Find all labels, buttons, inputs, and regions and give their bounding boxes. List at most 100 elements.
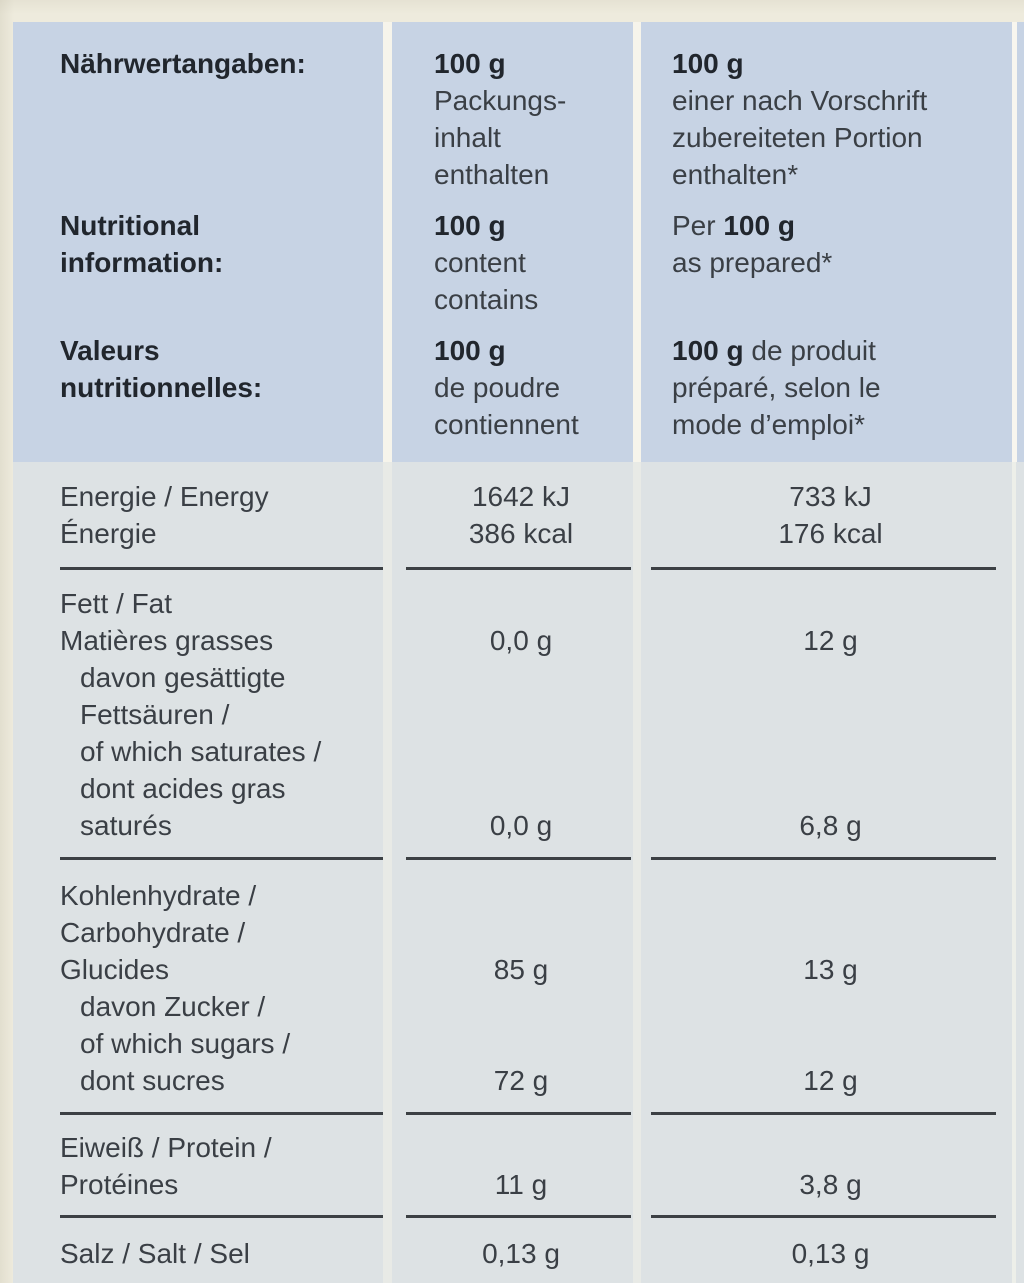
per-100g-prepared-value-cell: 13 g 12 g: [641, 877, 1012, 1115]
nutrient-label-line: Matières grasses: [60, 625, 274, 656]
nutrient-label-line: dont acides gras: [80, 773, 286, 804]
nutrient-label-cell: Kohlenhydrate / Carbohydrate / Glucides dav…: [13, 877, 392, 1115]
header-label-line: Nutritional: [60, 210, 200, 241]
header-column-line: 100 g: [672, 48, 744, 79]
value-line: [401, 585, 641, 622]
value-line: [649, 659, 1012, 696]
value-line: 0,0 g: [489, 810, 553, 841]
table-header: Nährwertangaben: 100 g Packungs-inhalt enth…: [13, 22, 1024, 462]
value-line: [401, 770, 641, 807]
value-line: [649, 585, 1012, 622]
nutrition-table: Nährwertangaben: 100 g Packungs-inhalt enth…: [13, 22, 1024, 1283]
value-line: [401, 696, 641, 733]
header-label-cell: Valeurs nutritionnelles:: [13, 332, 392, 443]
header-per-100g-prepared-cell: Per 100 g as prepared*: [641, 207, 1012, 318]
nutrient-label-line: of which sugars /: [80, 1028, 291, 1059]
nutrient-label-cell: Energie / Energy Énergie: [13, 478, 392, 570]
value-line: 3,8 g: [799, 1169, 862, 1200]
header-label-line: information:: [60, 247, 224, 278]
nutrient-label-line: davon Zucker /: [80, 991, 266, 1022]
nutrient-label-line: Carbohydrate /: [60, 917, 246, 948]
value-line: 0,13 g: [791, 1238, 870, 1269]
nutrient-label-line: Protéines: [60, 1169, 179, 1200]
per-100g-powder-value-cell: 0,13 g: [392, 1235, 641, 1283]
value-line: [649, 1129, 1012, 1166]
value-line: 13 g: [803, 954, 858, 985]
header-column-line: content: [434, 247, 526, 278]
header-column-line: zubereiteten Portion: [672, 122, 923, 153]
value-line: [401, 877, 641, 914]
nutrient-label-cell: Fett / Fat Matières grasses davon gesättig…: [13, 585, 392, 860]
value-line: [649, 914, 1012, 951]
header-column-line: Per 100 g: [672, 210, 795, 241]
header-column-line: contiennent: [434, 409, 579, 440]
header-label-line: nutritionnelles:: [60, 372, 263, 403]
value-line: 733 kJ: [789, 481, 872, 512]
per-100g-prepared-value-cell: 3,8 g: [641, 1129, 1012, 1218]
nutrient-label-cell: Salz / Salt / Sel: [13, 1235, 392, 1283]
header-per-100g-powder-cell: 100 g content contains: [392, 207, 641, 318]
value-line: [649, 877, 1012, 914]
nutrient-row-carbohydrate: Kohlenhydrate / Carbohydrate / Glucides dav…: [13, 860, 1024, 1115]
value-line: 72 g: [493, 1065, 549, 1096]
nutrient-label-line: Salz / Salt / Sel: [60, 1238, 250, 1269]
per-100g-powder-value-cell: 85 g 72 g: [392, 877, 641, 1115]
nutrient-row-salt: Salz / Salt / Sel 0,13 g 0,13 g: [13, 1218, 1024, 1283]
nutrient-label-line: davon gesättigte: [80, 662, 286, 693]
value-line: [649, 733, 1012, 770]
value-line: [401, 733, 641, 770]
header-group-2: Nutritional information: 100 g content conta…: [13, 207, 1024, 318]
header-column-line: 100 g: [434, 48, 506, 79]
header-column-line: Packungs-: [434, 85, 567, 116]
nutrient-label-line: Fettsäuren /: [80, 699, 230, 730]
nutrient-label-line: dont sucres: [80, 1065, 225, 1096]
header-column-line: contains: [434, 284, 539, 315]
nutrient-row-energy: Energie / Energy Énergie 1642 kJ 386 kcal 73…: [13, 462, 1024, 570]
per-100g-prepared-value-cell: 733 kJ 176 kcal: [641, 478, 1012, 570]
header-column-line: enthalten: [434, 159, 550, 190]
value-line: [401, 1129, 641, 1166]
value-line: [649, 770, 1012, 807]
nutrient-label-line: Kohlenhydrate /: [60, 880, 257, 911]
value-line: [401, 659, 641, 696]
per-100g-powder-value-cell: 0,0 g 0,0 g: [392, 585, 641, 860]
per-100g-prepared-value-cell: 0,13 g: [641, 1235, 1012, 1283]
header-column-line: préparé, selon le: [672, 372, 881, 403]
nutrient-label-cell: Eiweiß / Protein / Protéines: [13, 1129, 392, 1218]
value-line: [649, 1025, 1012, 1062]
header-column-line: enthalten*: [672, 159, 799, 190]
nutrient-label-line: saturés: [80, 810, 172, 841]
value-line: 386 kcal: [468, 518, 574, 549]
header-label-cell: Nährwertangaben:: [13, 45, 392, 193]
nutrient-label-line: of which saturates /: [80, 736, 322, 767]
nutrient-row-fat: Fett / Fat Matières grasses davon gesättig…: [13, 570, 1024, 860]
header-per-100g-prepared-cell: 100 g de produit préparé, selon le mode d’…: [641, 332, 1012, 443]
value-line: [649, 988, 1012, 1025]
nutrient-label-line: Glucides: [60, 954, 169, 985]
header-per-100g-powder-cell: 100 g de poudre contiennent: [392, 332, 641, 443]
value-line: 12 g: [803, 625, 858, 656]
value-line: [649, 696, 1012, 733]
header-group-1: Nährwertangaben: 100 g Packungs-inhalt enth…: [13, 45, 1024, 193]
per-100g-powder-value-cell: 1642 kJ 386 kcal: [392, 478, 641, 570]
header-column-line: 100 g: [434, 210, 506, 241]
header-column-line: de poudre: [434, 372, 561, 403]
value-line: 12 g: [803, 1065, 858, 1096]
value-line: 0,13 g: [482, 1238, 560, 1269]
header-column-line: 100 g de produit: [672, 335, 876, 366]
header-label-line: Nährwertangaben:: [60, 48, 306, 79]
value-line: 6,8 g: [799, 810, 862, 841]
value-line: [401, 914, 641, 951]
nutrient-label-line: Énergie: [60, 518, 157, 549]
header-per-100g-prepared-cell: 100 g einer nach Vorschrift zubereiteten P…: [641, 45, 1012, 193]
nutrient-label-line: Fett / Fat: [60, 588, 173, 619]
value-line: 85 g: [493, 954, 549, 985]
per-100g-prepared-value-cell: 12 g 6,8 g: [641, 585, 1012, 860]
header-per-100g-powder-cell: 100 g Packungs-inhalt enthalten: [392, 45, 641, 193]
value-line: 0,0 g: [489, 625, 553, 656]
value-line: [401, 1025, 641, 1062]
header-column-line: mode d’emploi*: [672, 409, 865, 440]
header-column-line: as prepared*: [672, 247, 833, 278]
header-column-line: einer nach Vorschrift: [672, 85, 928, 116]
